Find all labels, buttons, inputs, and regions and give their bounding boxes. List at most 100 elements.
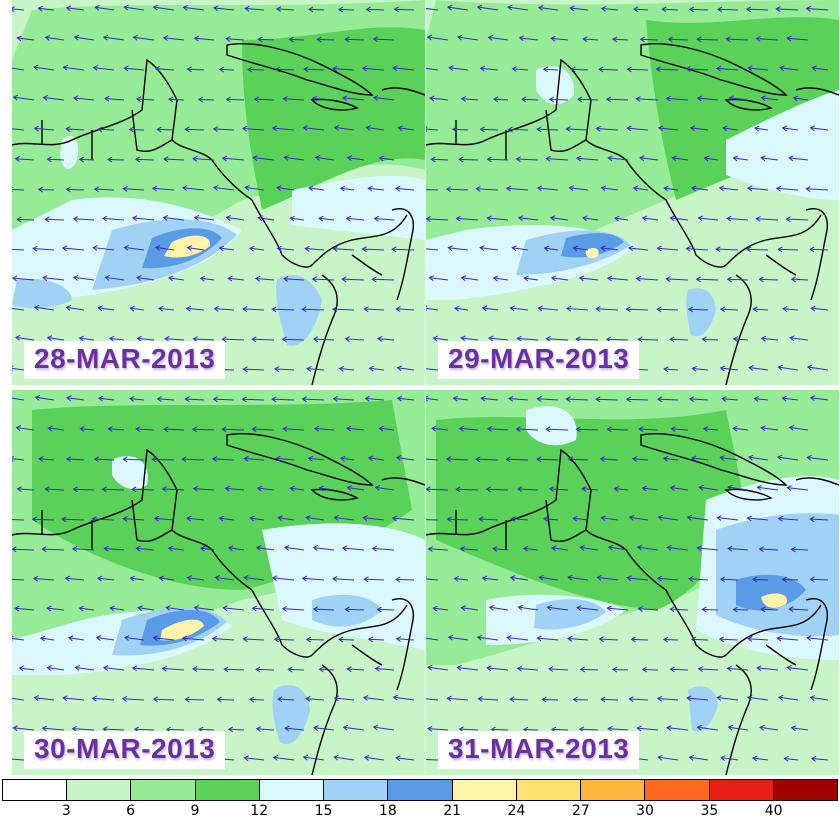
wind-arrow <box>669 485 689 491</box>
wind-arrow <box>688 396 709 403</box>
wind-arrow <box>657 514 679 521</box>
wind-arrow <box>785 216 809 223</box>
wind-arrow <box>510 516 529 522</box>
wind-arrow <box>318 485 335 492</box>
wind-arrow <box>702 426 719 432</box>
wind-arrow <box>95 635 115 641</box>
wind-arrow <box>745 6 769 13</box>
wind-arrow <box>213 305 235 312</box>
wind-arrow <box>123 244 145 251</box>
wind-arrow <box>71 725 95 732</box>
wind-arrow <box>199 275 215 282</box>
wind-arrow <box>453 575 469 582</box>
wind-arrow <box>374 485 395 491</box>
wind-speed-region <box>761 593 787 608</box>
wind-arrow <box>572 696 589 703</box>
legend-color-cell <box>581 780 646 800</box>
legend-tick-label: 35 <box>700 803 719 819</box>
wind-arrow <box>44 216 65 223</box>
wind-arrow <box>44 35 65 41</box>
coastline <box>455 109 587 160</box>
wind-arrow <box>745 246 769 253</box>
wind-arrow <box>696 36 719 43</box>
wind-arrow <box>74 665 95 671</box>
wind-arrow <box>488 335 509 342</box>
map-panel-29-mar: 29-MAR-2013 <box>426 0 839 385</box>
wind-arrow <box>305 695 325 702</box>
wind-arrow <box>186 245 205 252</box>
wind-arrow <box>719 576 739 583</box>
wind-arrow <box>257 36 275 43</box>
wind-arrow <box>73 34 95 41</box>
wind-arrow <box>241 396 265 403</box>
coastline <box>724 488 773 501</box>
wind-arrow <box>252 155 275 161</box>
wind-arrow <box>701 336 719 343</box>
wind-arrow <box>666 725 689 731</box>
wind-arrow <box>517 486 539 493</box>
wind-arrow <box>486 215 509 222</box>
wind-arrow <box>73 274 95 281</box>
wind-arrow <box>426 189 439 191</box>
wind-arrow <box>136 275 155 281</box>
wind-arrow <box>184 696 205 703</box>
wind-arrow <box>516 665 539 672</box>
wind-arrow <box>32 245 55 252</box>
wind-arrow <box>284 725 305 732</box>
wind-arrow <box>669 215 689 222</box>
legend-tick-label: 12 <box>250 803 269 819</box>
wind-arrow <box>242 636 265 643</box>
wind-arrow <box>123 4 145 11</box>
wind-arrow <box>614 215 629 222</box>
wind-arrow <box>760 95 779 102</box>
wind-arrow <box>276 245 295 252</box>
wind-arrow <box>341 545 365 552</box>
wind-arrow <box>395 755 415 762</box>
panel-date-label: 29-MAR-2013 <box>438 341 640 379</box>
wind-arrow <box>78 335 95 342</box>
wind-arrow <box>12 6 25 13</box>
wind-arrow <box>567 456 589 463</box>
wind-arrow <box>164 335 185 342</box>
wind-arrow <box>445 456 469 463</box>
wind-arrow <box>612 666 629 673</box>
wind-arrow <box>33 125 55 132</box>
wind-arrow <box>657 754 679 761</box>
wind-arrow <box>244 184 265 191</box>
legend-tick-label: 3 <box>61 803 71 819</box>
wind-arrow <box>756 665 779 672</box>
coastline <box>640 433 788 486</box>
wind-arrow <box>718 185 739 192</box>
wind-arrow <box>107 156 125 163</box>
wind-arrow <box>732 155 749 162</box>
wind-arrow <box>12 397 25 401</box>
wind-arrow <box>274 66 295 73</box>
wind-arrow <box>61 516 85 523</box>
wind-speed-region <box>716 513 839 637</box>
wind-arrow <box>367 185 385 192</box>
wind-arrow <box>16 216 35 223</box>
wind-arrow <box>218 245 235 252</box>
wind-arrow <box>696 95 719 102</box>
wind-arrow <box>131 215 155 222</box>
wind-arrow <box>446 695 469 702</box>
wind-arrow <box>567 635 589 642</box>
wind-arrow <box>308 6 325 13</box>
wind-speed-region <box>112 456 148 490</box>
wind-arrow <box>122 186 145 192</box>
wind-arrow <box>156 396 175 402</box>
wind-arrow <box>318 215 335 222</box>
wind-arrow <box>365 125 385 131</box>
wind-arrow <box>669 666 689 673</box>
wind-arrow <box>687 306 709 313</box>
wind-arrow <box>752 306 769 313</box>
wind-arrow <box>316 36 335 43</box>
wind-arrow <box>67 635 85 642</box>
wind-arrow <box>12 455 25 462</box>
wind-arrow <box>192 485 215 492</box>
wind-arrow <box>537 305 559 312</box>
wind-arrow <box>181 456 205 463</box>
legend-color-cell <box>259 780 325 800</box>
wind-arrow <box>427 725 449 732</box>
wind-arrow <box>338 365 355 372</box>
